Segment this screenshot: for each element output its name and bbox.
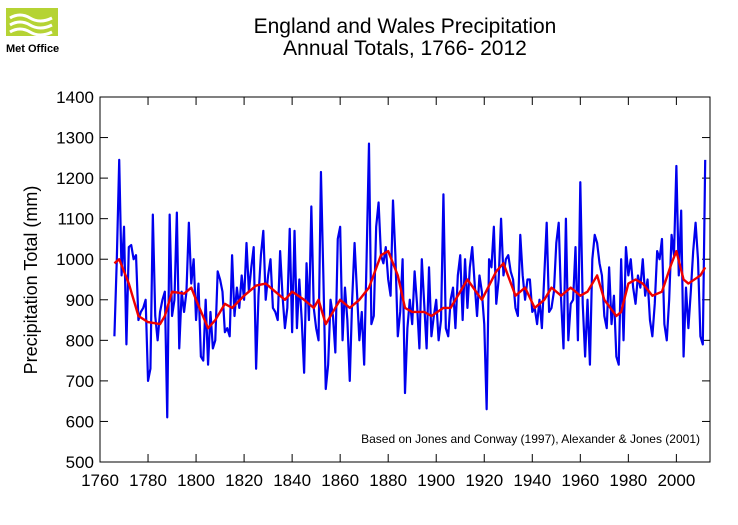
chart-title: England and Wales Precipitation: [254, 15, 557, 38]
x-tick-label: 1940: [513, 471, 551, 490]
x-tick-label: 1820: [225, 471, 263, 490]
logo-text: Met Office: [6, 43, 59, 55]
y-tick-label: 600: [66, 412, 94, 431]
chart-subtitle: Annual Totals, 1766- 2012: [283, 37, 527, 60]
logo-waves: [9, 13, 53, 37]
series-line: [113, 249, 707, 330]
annotation: Based on Jones and Conway (1997), Alexan…: [361, 432, 700, 446]
y-tick-label: 700: [66, 372, 94, 391]
x-tick-label: 1960: [561, 471, 599, 490]
y-tick-label: 900: [66, 291, 94, 310]
x-tick-label: 2000: [657, 471, 695, 490]
x-tick-label: 1880: [369, 471, 407, 490]
plot-frame: [99, 96, 711, 463]
x-tick-label: 1900: [417, 471, 455, 490]
x-tick-label: 1920: [465, 471, 503, 490]
x-tick-label: 1800: [177, 471, 215, 490]
x-tick-label: 1980: [609, 471, 647, 490]
y-tick-label: 1300: [56, 129, 94, 148]
y-tick-label: 800: [66, 331, 94, 350]
series-line: [113, 142, 707, 419]
x-tick-label: 1760: [81, 471, 119, 490]
x-tick-label: 1840: [273, 471, 311, 490]
y-tick-label: 500: [66, 453, 94, 472]
logo: Met Office: [6, 8, 59, 55]
x-tick-label: 1860: [321, 471, 359, 490]
y-axis-label: Precipitation Total (mm): [21, 186, 41, 375]
y-tick-label: 1100: [57, 210, 94, 229]
x-tick-label: 1780: [129, 471, 167, 490]
y-tick-label: 1000: [56, 250, 94, 269]
y-tick-label: 1200: [56, 169, 94, 188]
y-tick-label: 1400: [56, 88, 94, 107]
